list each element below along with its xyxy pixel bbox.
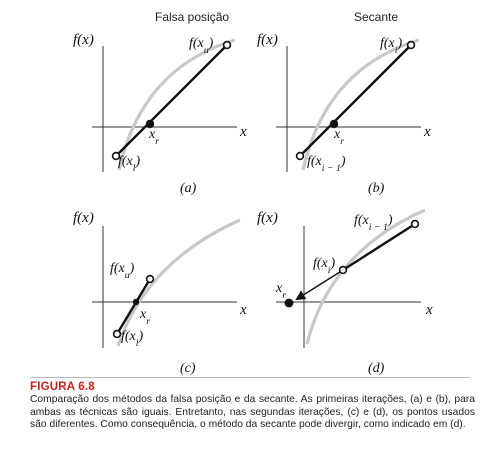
y-axis-label: f(x) — [257, 210, 278, 226]
upper-point — [145, 274, 155, 284]
panel-label: (d) — [368, 361, 385, 376]
upper-point — [406, 40, 416, 50]
y-axis-label: f(x) — [73, 210, 94, 226]
function-curve — [305, 208, 426, 345]
root-point — [284, 298, 294, 308]
chord-line — [115, 44, 228, 157]
caption-title: FIGURA 6.8 — [30, 381, 95, 393]
figure-diagram: f(x)xf(xu)f(xl)xr(a)f(x)xf(xi)f(xi − 1)x… — [73, 32, 433, 376]
root-label: xr — [275, 281, 286, 301]
caption-text: Comparação dos métodos da falsa posição … — [30, 393, 475, 431]
lower-point-label: f(xi) — [313, 256, 336, 276]
upper-point-label: f(xu) — [189, 36, 214, 56]
lower-point — [295, 151, 305, 161]
lower-point — [338, 265, 348, 275]
panel-b-title: Secante — [354, 10, 399, 24]
function-curve — [301, 38, 420, 171]
panel-a — [92, 38, 237, 172]
diagram-labels: f(x)xf(xu)f(xl)xr(a)f(x)xf(xi)f(xi − 1)x… — [73, 32, 433, 376]
lower-point-label: f(xl) — [118, 154, 141, 174]
lower-point — [112, 329, 122, 339]
y-axis-label: f(x) — [257, 32, 278, 48]
panel-label: (a) — [180, 181, 197, 196]
root-label: xr — [333, 127, 344, 147]
x-axis-label: x — [239, 124, 247, 140]
upper-point-label: f(xi) — [380, 36, 403, 56]
panel-a-title: Falsa posição — [155, 10, 230, 24]
x-axis-label: x — [425, 302, 433, 318]
root-point — [132, 298, 140, 306]
panel-label: (c) — [180, 361, 196, 376]
panel-b — [276, 38, 421, 172]
root-point — [329, 119, 339, 129]
panel-d — [276, 208, 426, 348]
x-axis-label: x — [423, 124, 431, 140]
root-label: xr — [139, 307, 150, 327]
lower-point — [111, 151, 121, 161]
upper-point — [410, 219, 420, 229]
chord-line — [115, 278, 152, 335]
function-curve — [117, 38, 236, 171]
figure: f(x) x f(xu) f(xl) xr (a) f(x) x f(xi) f(xi − 1) x… — [73, 10, 433, 376]
secant-line — [342, 222, 416, 272]
lower-point-label: f(xl) — [121, 329, 144, 349]
upper-point-label: f(xu) — [110, 261, 135, 281]
divergence-arrow — [295, 269, 344, 301]
x-axis-label: x — [239, 302, 247, 318]
root-label: xr — [148, 127, 159, 147]
figure-caption: FIGURA 6.8 Comparação dos métodos da fal… — [30, 381, 475, 432]
lower-point-label: f(xi − 1) — [307, 154, 346, 174]
upper-point-label: f(xi − 1) — [354, 213, 393, 233]
root-point — [145, 119, 155, 129]
panel-c — [92, 218, 241, 348]
function-curve — [116, 218, 241, 347]
caption-divider — [30, 377, 470, 378]
panel-label: (b) — [368, 181, 385, 196]
upper-point — [222, 40, 232, 50]
secant-line — [299, 44, 412, 157]
y-axis-label: f(x) — [73, 32, 94, 48]
